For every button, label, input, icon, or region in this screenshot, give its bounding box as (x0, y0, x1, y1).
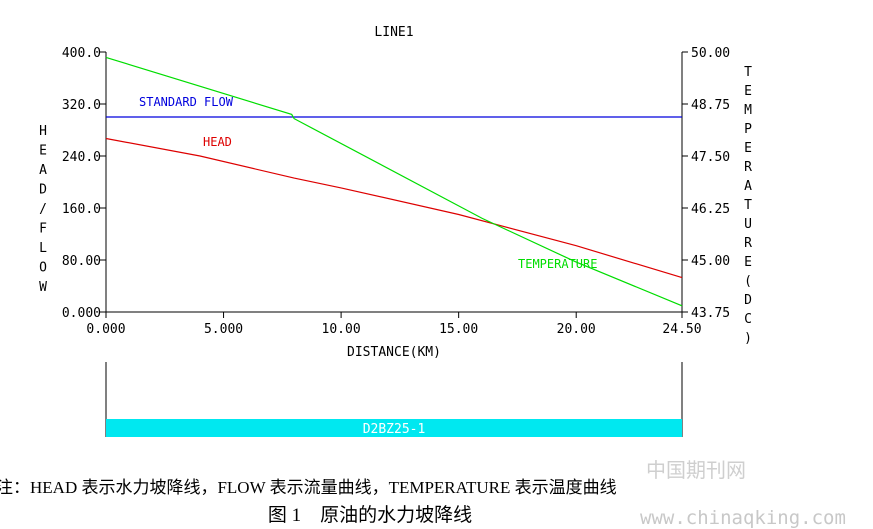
left-tick-label: 400.0 (62, 46, 101, 61)
plot-frame (105, 52, 683, 313)
axis-label-letter: E (744, 84, 752, 99)
series-layer (105, 56, 683, 307)
x-tick-label: 10.00 (322, 322, 361, 337)
right-tick-label: 50.00 (691, 46, 730, 61)
series-line-temperature (105, 56, 683, 307)
axis-label-letter: L (39, 241, 47, 256)
left-tick-label: 0.000 (62, 306, 101, 321)
axis-label-letter: ( (744, 274, 752, 289)
x-axis-label: DISTANCE(KM) (347, 345, 441, 360)
right-tick-label: 47.50 (691, 150, 730, 165)
axis-label-letter: C (744, 312, 752, 327)
left-axis-label: HEAD / FLOW (39, 124, 47, 295)
x-tick-label: 15.00 (439, 322, 478, 337)
caption-note: 注：HEAD 表示水力坡降线，FLOW 表示流量曲线，TEMPERATURE 表… (0, 478, 617, 497)
axis-label-letter: E (744, 255, 752, 270)
axis-label-letter: M (744, 103, 752, 118)
axis-label-letter: A (744, 179, 752, 194)
x-tick-label: 0.000 (86, 322, 125, 337)
axis-label-letter: D (744, 293, 752, 308)
right-axis-label: TEMPERATURE(DC) (744, 65, 752, 346)
x-ticks: 0.000 5.000 10.00 15.00 20.00 24.50 (86, 312, 702, 337)
axis-label-letter: T (744, 198, 752, 213)
axis-label-letter: R (744, 160, 752, 175)
axis-label-letter: U (744, 217, 752, 232)
watermark-cn: 中国期刊网 (646, 459, 746, 482)
station-strip: D2BZ25-1 (105, 362, 683, 437)
station-label: D2BZ25-1 (363, 422, 426, 437)
left-tick-label: 80.00 (62, 254, 101, 269)
axis-label-letter: P (744, 122, 752, 137)
x-tick-label: 5.000 (204, 322, 243, 337)
right-tick-label: 45.00 (691, 254, 730, 269)
series-label-standard-flow: STANDARD FLOW (139, 95, 234, 109)
station-bar (106, 419, 682, 437)
right-tick-label: 48.75 (691, 98, 730, 113)
series-label-head: HEAD (203, 135, 232, 149)
left-tick-label: 320.0 (62, 98, 101, 113)
x-tick-label: 20.00 (557, 322, 596, 337)
axis-label-letter: F (39, 222, 47, 237)
chart-title: LINE1 (374, 25, 413, 40)
axis-label-letter: ) (744, 331, 752, 346)
series-line-head (105, 137, 683, 279)
right-tick-label: 43.75 (691, 306, 730, 321)
axis-label-letter: W (39, 280, 47, 295)
left-ticks: 400.0 320.0 240.0 160.0 80.00 0.000 (62, 46, 106, 321)
series-label-temperature: TEMPERATURE (518, 257, 597, 271)
axis-label-letter: T (744, 65, 752, 80)
left-tick-label: 160.0 (62, 202, 101, 217)
axis-label-letter: / (39, 202, 47, 217)
axis-label-letter: D (39, 183, 47, 198)
right-tick-label: 46.25 (691, 202, 730, 217)
left-tick-label: 240.0 (62, 150, 101, 165)
x-tick-label: 24.50 (662, 322, 701, 337)
right-ticks: 50.00 48.75 47.50 46.25 45.00 43.75 (682, 46, 730, 321)
axis-label-letter: E (39, 144, 47, 159)
axis-label-letter: H (39, 124, 47, 139)
figure-caption: 图 1 原油的水力坡降线 (268, 504, 472, 526)
axis-label-letter: R (744, 236, 752, 251)
axis-label-letter: O (39, 261, 47, 276)
watermark-url: www.chinaqking.com (640, 507, 846, 529)
axis-label-letter: E (744, 141, 752, 156)
axis-label-letter: A (39, 163, 47, 178)
